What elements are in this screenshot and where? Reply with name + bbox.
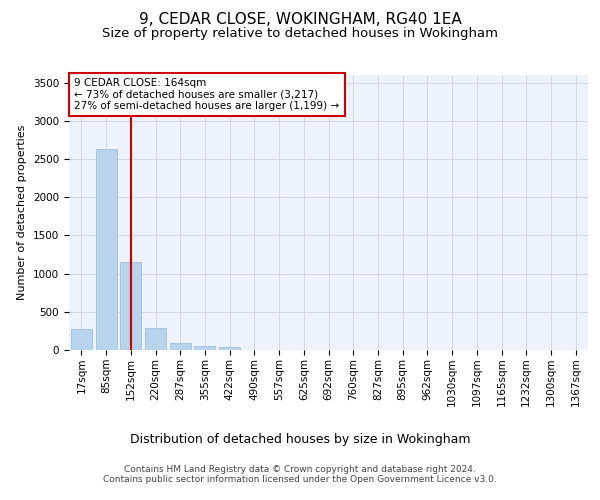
Bar — [120, 262, 141, 350]
Bar — [95, 149, 116, 350]
Text: 9 CEDAR CLOSE: 164sqm
← 73% of detached houses are smaller (3,217)
27% of semi-d: 9 CEDAR CLOSE: 164sqm ← 73% of detached … — [74, 78, 340, 111]
Y-axis label: Number of detached properties: Number of detached properties — [17, 125, 28, 300]
Bar — [71, 330, 92, 350]
Bar — [145, 328, 166, 350]
Bar — [219, 347, 240, 350]
Text: Distribution of detached houses by size in Wokingham: Distribution of detached houses by size … — [130, 432, 470, 446]
Text: 9, CEDAR CLOSE, WOKINGHAM, RG40 1EA: 9, CEDAR CLOSE, WOKINGHAM, RG40 1EA — [139, 12, 461, 28]
Text: Contains HM Land Registry data © Crown copyright and database right 2024.
Contai: Contains HM Land Registry data © Crown c… — [103, 465, 497, 484]
Bar — [194, 346, 215, 350]
Bar — [170, 342, 191, 350]
Text: Size of property relative to detached houses in Wokingham: Size of property relative to detached ho… — [102, 28, 498, 40]
